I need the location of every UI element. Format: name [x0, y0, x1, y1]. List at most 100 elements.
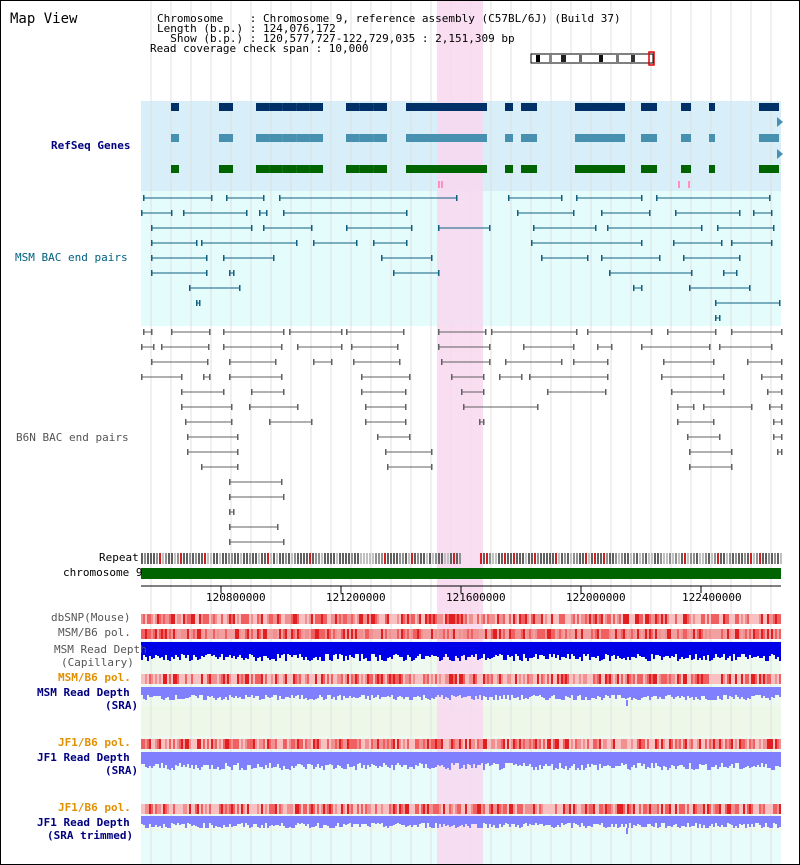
polymorphism-density — [211, 739, 213, 749]
read-depth-bar — [321, 642, 323, 661]
read-depth-bar — [647, 642, 649, 661]
polymorphism-density — [425, 739, 427, 749]
track-label-jf1-pol-2[interactable]: JF1/B6 pol. — [58, 801, 131, 814]
track-label-msm-depth-sra[interactable]: MSM Read Depth — [37, 686, 130, 699]
read-depth-bar — [407, 816, 409, 826]
read-depth-bar — [749, 816, 751, 827]
polymorphism-density — [551, 614, 553, 624]
polymorphism-density — [717, 674, 719, 684]
read-depth-bar — [625, 816, 627, 824]
read-depth-bar — [743, 642, 745, 654]
repeat-element — [186, 553, 188, 564]
polymorphism-density — [313, 629, 315, 639]
polymorphism-density — [441, 804, 443, 814]
polymorphism-density — [753, 804, 755, 814]
read-depth-bar — [391, 752, 393, 765]
repeat-element — [345, 553, 347, 564]
polymorphism-density — [159, 804, 161, 814]
polymorphism-density — [727, 614, 729, 624]
read-depth-bar — [303, 752, 305, 767]
polymorphism-density — [329, 629, 331, 639]
polymorphism-density — [725, 674, 727, 684]
read-depth-bar — [253, 816, 255, 824]
polymorphism-density — [449, 629, 451, 639]
read-depth-bar — [307, 642, 309, 660]
polymorphism-density — [345, 629, 347, 639]
read-depth-bar — [579, 687, 581, 695]
read-depth-bar — [675, 752, 677, 769]
repeat-element — [192, 553, 194, 564]
polymorphism-density — [715, 629, 717, 639]
repeat-element — [771, 553, 773, 564]
polymorphism-density — [307, 629, 309, 639]
repeat-element — [414, 553, 416, 564]
read-depth-bar — [455, 752, 457, 763]
read-depth-bar — [305, 816, 307, 826]
read-depth-bar — [305, 642, 307, 657]
polymorphism-density — [519, 629, 521, 639]
bac-end — [713, 419, 715, 425]
read-depth-bar — [185, 816, 187, 828]
read-depth-bar — [695, 642, 697, 654]
polymorphism-density — [143, 739, 145, 749]
read-depth-bar — [539, 752, 541, 765]
read-depth-bar — [633, 752, 635, 765]
polymorphism-density — [587, 804, 589, 814]
read-depth-bar — [523, 816, 525, 824]
read-depth-bar — [389, 752, 391, 768]
polymorphism-density — [581, 614, 583, 624]
polymorphism-density — [441, 614, 443, 624]
read-depth-bar — [165, 816, 167, 827]
polymorphism-density — [437, 804, 439, 814]
track-label-msm-pol[interactable]: MSM/B6 pol. — [58, 626, 131, 639]
track-label-dbsnp[interactable]: dbSNP(Mouse) — [51, 611, 131, 624]
repeat-element — [270, 553, 272, 564]
show-range-info: Show (b.p.) : 120,577,727-122,729,035 : … — [157, 32, 515, 45]
repeat-element — [330, 553, 332, 564]
read-depth-bar — [699, 816, 701, 824]
track-label-jf1-depth[interactable]: JF1 Read Depth — [37, 751, 130, 764]
read-depth-bar — [207, 642, 209, 654]
strand-arrow — [643, 103, 648, 111]
read-depth-bar — [173, 687, 175, 700]
polymorphism-density — [313, 674, 315, 684]
polymorphism-density — [393, 804, 395, 814]
repeat-element — [444, 553, 446, 564]
polymorphism-density — [227, 674, 229, 684]
track-label-msm-bac[interactable]: MSM BAC end pairs — [15, 251, 128, 264]
track-label-jf1-pol[interactable]: JF1/B6 pol. — [58, 736, 131, 749]
track-label-jf1-trim[interactable]: JF1 Read Depth — [37, 816, 130, 829]
polymorphism-density — [375, 674, 377, 684]
track-label-refseq[interactable]: RefSeq Genes — [51, 139, 131, 152]
read-depth-bar — [463, 816, 465, 827]
read-depth-bar — [545, 816, 547, 825]
polymorphism-density — [233, 804, 235, 814]
read-depth-bar — [237, 642, 239, 657]
track-label-msm-depth-cap[interactable]: MSM Read Depth — [54, 643, 147, 656]
track-label-b6n-bac[interactable]: B6N BAC end pairs — [16, 431, 129, 444]
polymorphism-density — [337, 674, 339, 684]
bac-end — [607, 359, 609, 365]
polymorphism-density — [185, 739, 187, 749]
polymorphism-density — [267, 739, 269, 749]
polymorphism-density — [407, 674, 409, 684]
read-depth-bar — [437, 816, 439, 828]
track-label-msm-pol-2[interactable]: MSM/B6 pol. — [58, 671, 131, 684]
repeat-element — [696, 553, 698, 564]
read-depth-bar — [229, 642, 231, 655]
read-depth-bar — [247, 752, 249, 765]
read-depth-bar — [419, 642, 421, 654]
polymorphism-density — [451, 739, 453, 749]
track-label-repeat[interactable]: Repeat — [99, 551, 139, 564]
polymorphism-density — [251, 674, 253, 684]
polymorphism-density — [237, 739, 239, 749]
read-depth-bar — [309, 816, 311, 828]
polymorphism-density — [385, 804, 387, 814]
polymorphism-density — [529, 629, 531, 639]
bac-end — [731, 240, 733, 246]
polymorphism-density — [413, 739, 415, 749]
repeat-element — [375, 553, 377, 564]
polymorphism-density — [239, 629, 241, 639]
read-depth-bar — [679, 816, 681, 828]
